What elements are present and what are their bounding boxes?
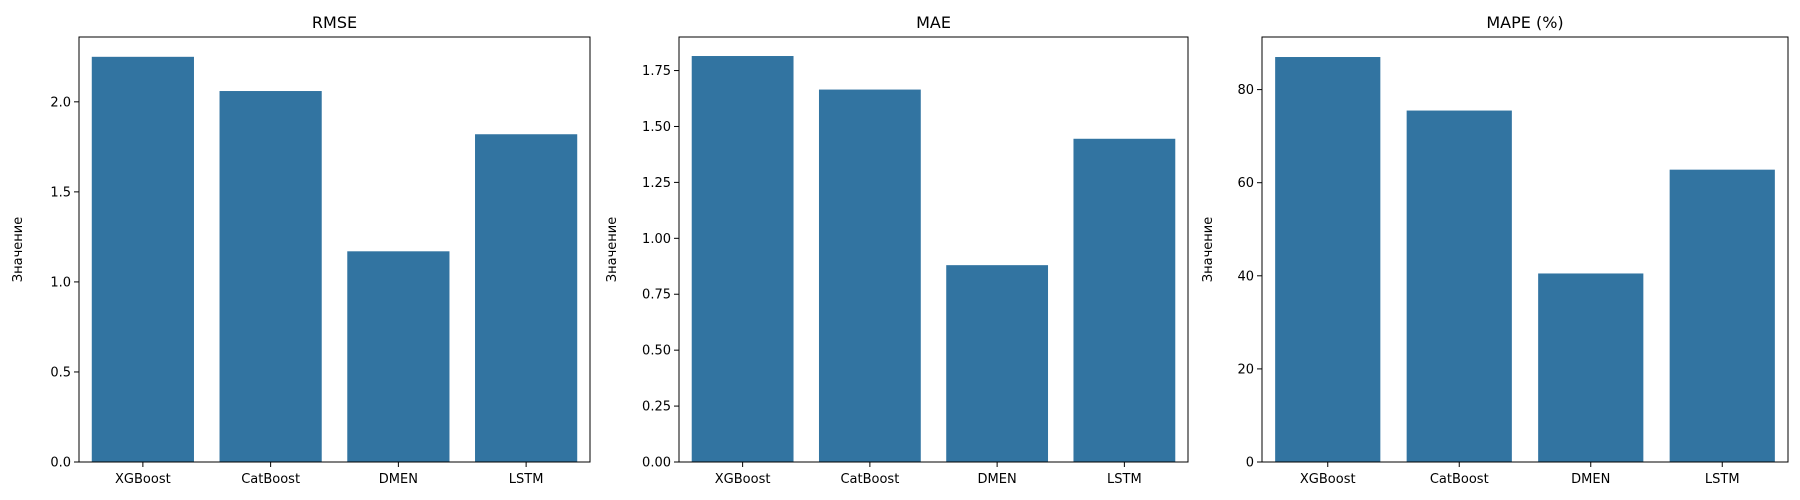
bar-xgboost	[1275, 57, 1381, 463]
bar-lstm	[1073, 138, 1176, 463]
x-tick-label: DMEN	[1571, 472, 1610, 487]
bar-xgboost	[691, 56, 794, 463]
chart-panel-2: MAE 0.00 0.25 0.50 0.75 1.00 1.25 1.50 1.75 XGBoo…	[605, 13, 1189, 487]
axes-frame	[78, 36, 591, 463]
x-tick-label: DMEN	[978, 472, 1017, 487]
x-tick-label: LSTM	[1705, 472, 1740, 487]
x-tick-label: CatBoost	[840, 472, 899, 487]
axes-frame	[678, 36, 1189, 463]
y-tick-label: 1.75	[642, 64, 671, 79]
x-tick-label: CatBoost	[1430, 472, 1489, 487]
y-tick-label: 0.75	[642, 288, 671, 303]
x-tick-label: XGBoost	[115, 472, 171, 487]
y-tick-label: 40	[1237, 269, 1254, 284]
y-tick-label: 1.5	[50, 185, 71, 200]
bar-lstm	[1669, 169, 1775, 462]
x-tick-label: LSTM	[509, 472, 544, 487]
y-tick-label: 0.0	[50, 456, 71, 471]
bar-dmen	[946, 265, 1049, 462]
bar-catboost	[818, 89, 921, 462]
x-tick-label: CatBoost	[241, 472, 300, 487]
bar-lstm	[475, 134, 578, 462]
chart-title: MAE	[916, 13, 951, 32]
x-tick-label: XGBoost	[715, 472, 771, 487]
bar-dmen	[347, 251, 450, 462]
y-tick-label: 60	[1237, 176, 1254, 191]
y-tick-label: 0.50	[642, 344, 671, 359]
y-tick-label: 1.0	[50, 275, 71, 290]
bar-dmen	[1538, 273, 1644, 462]
bar-xgboost	[91, 56, 194, 462]
y-tick-label: 20	[1237, 362, 1254, 377]
bar-catboost	[219, 91, 322, 462]
y-axis-label: Значение	[11, 217, 26, 282]
y-tick-label: 1.50	[642, 120, 671, 135]
chart-panel-1: RMSE 0.0 0.5 1.0 1.5 2.0 XGBoost CatBoost DMEN LS…	[11, 13, 591, 487]
y-tick-label: 0	[1246, 456, 1254, 471]
chart-title: MAPE (%)	[1486, 13, 1563, 32]
x-tick-label: DMEN	[379, 472, 418, 487]
y-axis-label: Значение	[1201, 217, 1216, 282]
y-tick-label: 80	[1237, 83, 1254, 98]
y-tick-label: 1.25	[642, 176, 671, 191]
y-tick-label: 2.0	[50, 95, 71, 110]
y-tick-label: 0.5	[50, 365, 71, 380]
chart-panel-3: MAPE (%) 0 20 40 60 80 XGBoost CatBoost DMEN LSTM…	[1201, 13, 1789, 487]
y-tick-label: 0.25	[642, 400, 671, 415]
x-tick-label: XGBoost	[1300, 472, 1356, 487]
chart-title: RMSE	[312, 13, 357, 32]
axes-frame	[1261, 36, 1789, 463]
y-axis-label: Значение	[605, 217, 620, 282]
y-tick-label: 0.00	[642, 456, 671, 471]
y-tick-label: 1.00	[642, 232, 671, 247]
bar-catboost	[1406, 110, 1512, 463]
x-tick-label: LSTM	[1107, 472, 1142, 487]
